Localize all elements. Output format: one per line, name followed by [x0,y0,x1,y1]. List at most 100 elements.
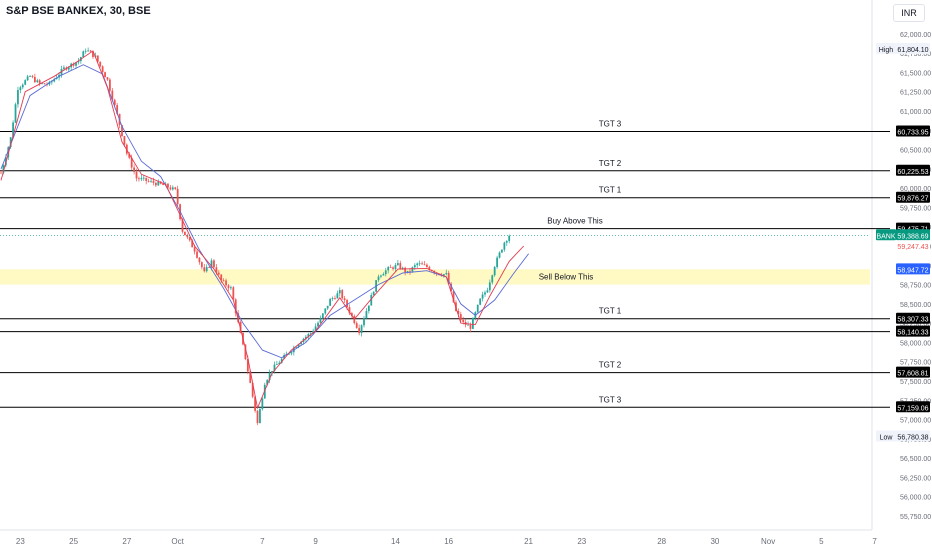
candle-body [113,99,116,106]
candle-body [138,178,140,180]
candle-body [19,87,22,90]
candle-body [319,317,322,323]
candle-body [387,267,390,271]
candle-body [249,371,252,384]
candle-body [87,50,90,52]
level-price-tag [896,366,930,378]
candle-body [382,274,385,276]
candle-body [283,354,286,359]
y-tick-label: 56,000.00 [900,495,931,502]
candle-body [123,136,126,145]
candle-body [505,240,508,243]
candle-body [142,177,145,179]
candle-body [271,370,273,373]
level-price-text: 57,608.81 [897,371,928,378]
candle-body [351,313,353,316]
candle-body [445,272,448,275]
candle-body [2,165,5,173]
candle-body [186,235,189,238]
candle-body [346,300,348,308]
candle-body [21,84,24,88]
candle-body [75,62,77,66]
price-tag-label: High [879,47,894,54]
candle-body [203,267,206,272]
candle-body [31,76,34,77]
level-label: TGT 1 [599,186,622,195]
candle-body [111,90,114,100]
candle-body [222,280,225,282]
candle-body [38,80,41,84]
x-tick-label: Oct [171,537,184,546]
price-tag [896,240,930,252]
candle-body [355,323,358,328]
candle-body [261,398,264,410]
sell-zone-label: Sell Below This [539,272,594,281]
candle-body [380,275,382,277]
candle-body [273,364,276,371]
candle-body [256,410,259,424]
candle-body [341,290,344,299]
candle-body [234,299,237,314]
candle-body [167,183,169,188]
candle-body [109,79,111,91]
price-tag-label: BANK [876,233,895,240]
candle-body [343,298,346,301]
candle-body [314,326,317,331]
candle-body [326,305,329,309]
candle-body [200,262,203,268]
candle-body [67,67,70,70]
candle-body [198,257,201,263]
level-price-text: 57,159.06 [897,405,928,412]
level-price-text: 59,876.27 [897,196,928,203]
candle-body [157,181,160,186]
candle-body [472,318,474,329]
x-tick-label: 28 [657,537,666,546]
y-tick-label: 58,500.00 [900,302,931,309]
level-price-tag [896,401,930,413]
level-label: TGT 2 [599,159,622,168]
candle-body [307,334,310,337]
candle-body [17,89,19,105]
candle-body [370,295,373,306]
candle-body [377,276,380,281]
candle-body [14,104,17,123]
x-tick-label: 7 [872,537,877,546]
y-tick-label: 59,750.00 [900,205,931,212]
y-tick-label: 60,500.00 [900,148,931,155]
level-label: TGT 1 [599,307,622,316]
candle-body [50,81,53,83]
price-tag-text: 56,780.38 [897,434,928,441]
y-tick-label: 60,000.00 [900,186,931,193]
candle-body [278,362,281,365]
candle-body [104,72,106,78]
level-label: TGT 2 [599,361,622,370]
candle-body [133,167,135,172]
level-price-tag [896,325,930,337]
candle-body [275,364,278,365]
candle-body [33,76,36,83]
candle-body [188,237,191,241]
currency-button[interactable]: INR [893,4,925,22]
y-tick-label: 57,750.00 [900,360,931,367]
candle-body [457,310,460,315]
candle-body [140,178,143,180]
level-price-tag [896,164,930,176]
price-tag [896,263,930,275]
level-price-text: 58,307.33 [897,317,928,324]
level-price-tag [896,312,930,324]
candle-body [401,267,404,269]
level-price-tag [896,125,930,137]
candle-body [232,287,235,300]
candle-body [220,274,223,281]
candle-body [493,267,496,276]
candle-body [152,180,155,183]
candle-body [0,172,2,174]
level-price-tag [896,191,930,203]
level-price-text: 58,140.33 [897,330,928,337]
candle-body [305,336,307,339]
candle-body [481,294,484,299]
candle-body [331,298,334,299]
candle-body [251,383,254,397]
